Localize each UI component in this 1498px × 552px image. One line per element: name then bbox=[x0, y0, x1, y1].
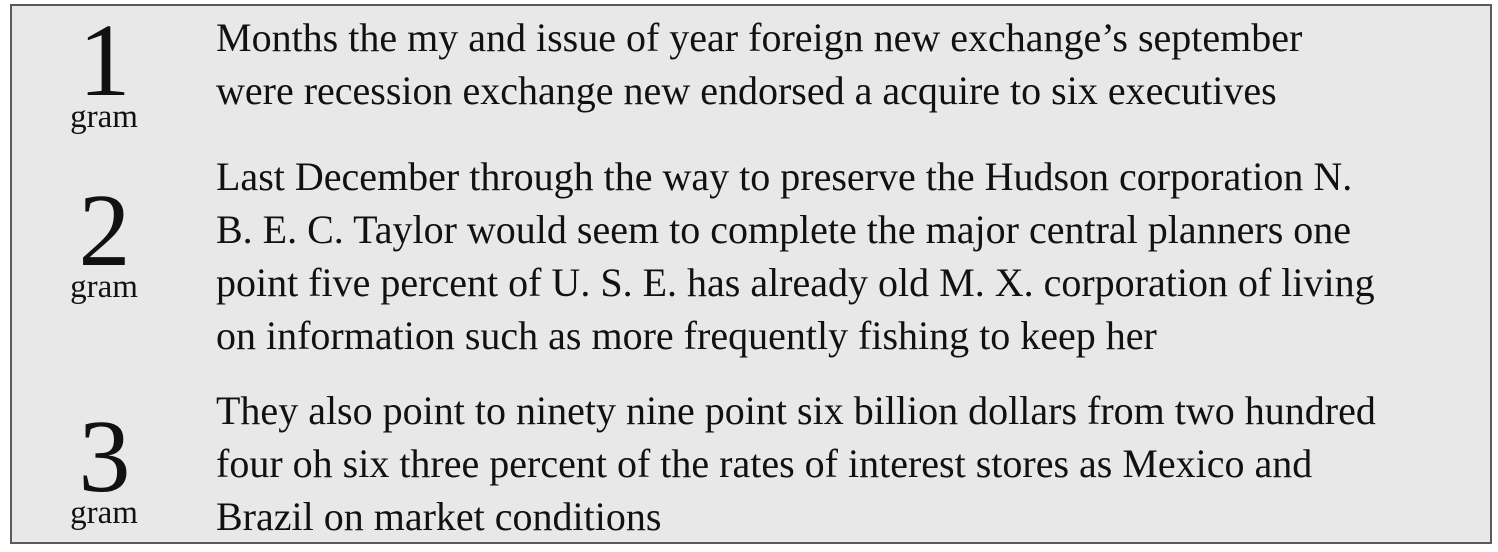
row-text-1: Months the my and issue of year foreign … bbox=[216, 11, 1486, 117]
text-line: point five percent of U. S. E. has alrea… bbox=[216, 260, 1375, 305]
row-number: 3 bbox=[78, 399, 131, 514]
row-label-1: 1 gram bbox=[40, 3, 168, 135]
row-number: 2 bbox=[78, 173, 131, 288]
row-text-2: Last December through the way to preserv… bbox=[216, 150, 1486, 362]
row-label-2: 2 gram bbox=[40, 173, 168, 305]
text-line: Brazil on market conditions bbox=[216, 494, 662, 539]
row-text-3: They also point to ninety nine point six… bbox=[216, 384, 1486, 543]
text-line: on information such as more frequently f… bbox=[216, 313, 1157, 358]
row-unit: gram bbox=[70, 99, 138, 135]
row-label-3: 3 gram bbox=[40, 399, 168, 531]
text-line: four oh six three percent of the rates o… bbox=[216, 441, 1313, 486]
row-unit: gram bbox=[70, 495, 138, 531]
text-line: were recession exchange new endorsed a a… bbox=[216, 68, 1277, 113]
text-line: Months the my and issue of year foreign … bbox=[216, 15, 1303, 60]
text-samples-panel: 1 gram Months the my and issue of year f… bbox=[10, 4, 1492, 544]
row-number: 1 bbox=[78, 3, 131, 118]
text-line: B. E. C. Taylor would seem to complete t… bbox=[216, 207, 1352, 252]
text-line: Last December through the way to preserv… bbox=[216, 154, 1353, 199]
row-unit: gram bbox=[70, 269, 138, 305]
text-line: They also point to ninety nine point six… bbox=[216, 388, 1376, 433]
